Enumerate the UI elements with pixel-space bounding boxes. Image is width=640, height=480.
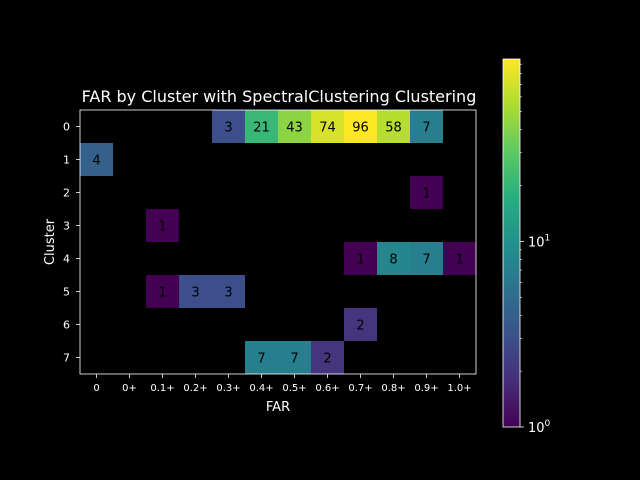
cell-value-label: 3 [224,121,232,136]
cell-value-label: 7 [422,121,430,136]
colorbar [502,58,521,428]
heatmap-cell [410,242,443,275]
heatmap-cell [278,341,311,374]
cell-value-label: 7 [422,253,430,268]
x-tick-label: 0.5+ [282,383,306,394]
cell-value-label: 8 [389,253,397,268]
heatmap-cell [344,242,377,275]
cell-value-label: 1 [455,253,463,268]
cell-value-label: 1 [356,253,364,268]
cell-value-label: 1 [422,187,430,202]
cell-value-label: 43 [286,121,303,136]
heatmap-cell [278,110,311,143]
colorbar-tick-label: 101 [528,233,550,250]
x-tick-label: 0.3+ [216,383,240,394]
cell-value-label: 96 [352,121,369,136]
x-tick-label: 0.1+ [150,383,174,394]
heatmap-cell [344,110,377,143]
heatmap-cell [146,209,179,242]
cell-value-label: 7 [290,352,298,367]
heatmap-cell [212,275,245,308]
cell-value-label: 4 [92,154,100,169]
cell-value-label: 21 [253,121,270,136]
x-tick-label: 0.8+ [381,383,405,394]
heatmap-cell [146,275,179,308]
x-tick-label: 1.0+ [447,383,471,394]
cell-value-label: 7 [257,352,265,367]
y-tick-label: 3 [63,220,70,233]
heatmap-cell [443,242,476,275]
x-tick-label: 0.9+ [414,383,438,394]
heatmap-cell [410,110,443,143]
cell-value-label: 2 [356,319,364,334]
colorbar-ticks: 100 101 [520,63,551,436]
x-tick-label: 0.2+ [183,383,207,394]
heatmap-cell [212,110,245,143]
cell-value-label: 58 [385,121,402,136]
y-tick-label: 6 [63,319,70,332]
heatmap-cell [377,110,410,143]
colorbar-tick-label: 100 [528,419,551,436]
x-tick-label: 0.4+ [249,383,273,394]
y-tick-label: 5 [63,286,70,299]
x-axis-ticks: 0 0+ 0.1+ 0.2+ 0.3+ 0.4+ 0.5+ 0.6+ 0.7+ 0.8+ 0.9+ 1… [93,374,472,394]
y-axis-ticks: 0 1 2 3 4 5 6 7 [63,121,80,365]
heatmap-cell [410,176,443,209]
cell-value-label: 1 [158,220,166,235]
cell-value-label: 2 [323,352,331,367]
x-axis-label: FAR [266,400,290,415]
plot-frame [79,109,477,375]
y-tick-label: 1 [63,154,70,167]
x-tick-label: 0.7+ [348,383,372,394]
cell-value-label: 3 [191,286,199,301]
chart-title: FAR by Cluster with SpectralClustering C… [82,87,477,106]
heatmap-cell [311,110,344,143]
y-tick-label: 4 [63,253,70,266]
heatmap-cell [245,341,278,374]
y-tick-label: 2 [63,187,70,200]
heatmap-cell [179,275,212,308]
cell-value-label: 74 [319,121,336,136]
x-tick-label: 0+ [122,383,137,394]
y-tick-label: 0 [63,121,70,134]
heatmap-cell [245,110,278,143]
heatmap-cell [344,308,377,341]
y-axis-label: Cluster [43,218,58,265]
heatmap-cell [377,242,410,275]
x-tick-label: 0 [93,383,99,394]
heatmap-cell [80,143,113,176]
heatmap-cell [311,341,344,374]
cell-value-label: 1 [158,286,166,301]
cell-value-label: 3 [224,286,232,301]
x-tick-label: 0.6+ [315,383,339,394]
y-tick-label: 7 [63,352,70,365]
